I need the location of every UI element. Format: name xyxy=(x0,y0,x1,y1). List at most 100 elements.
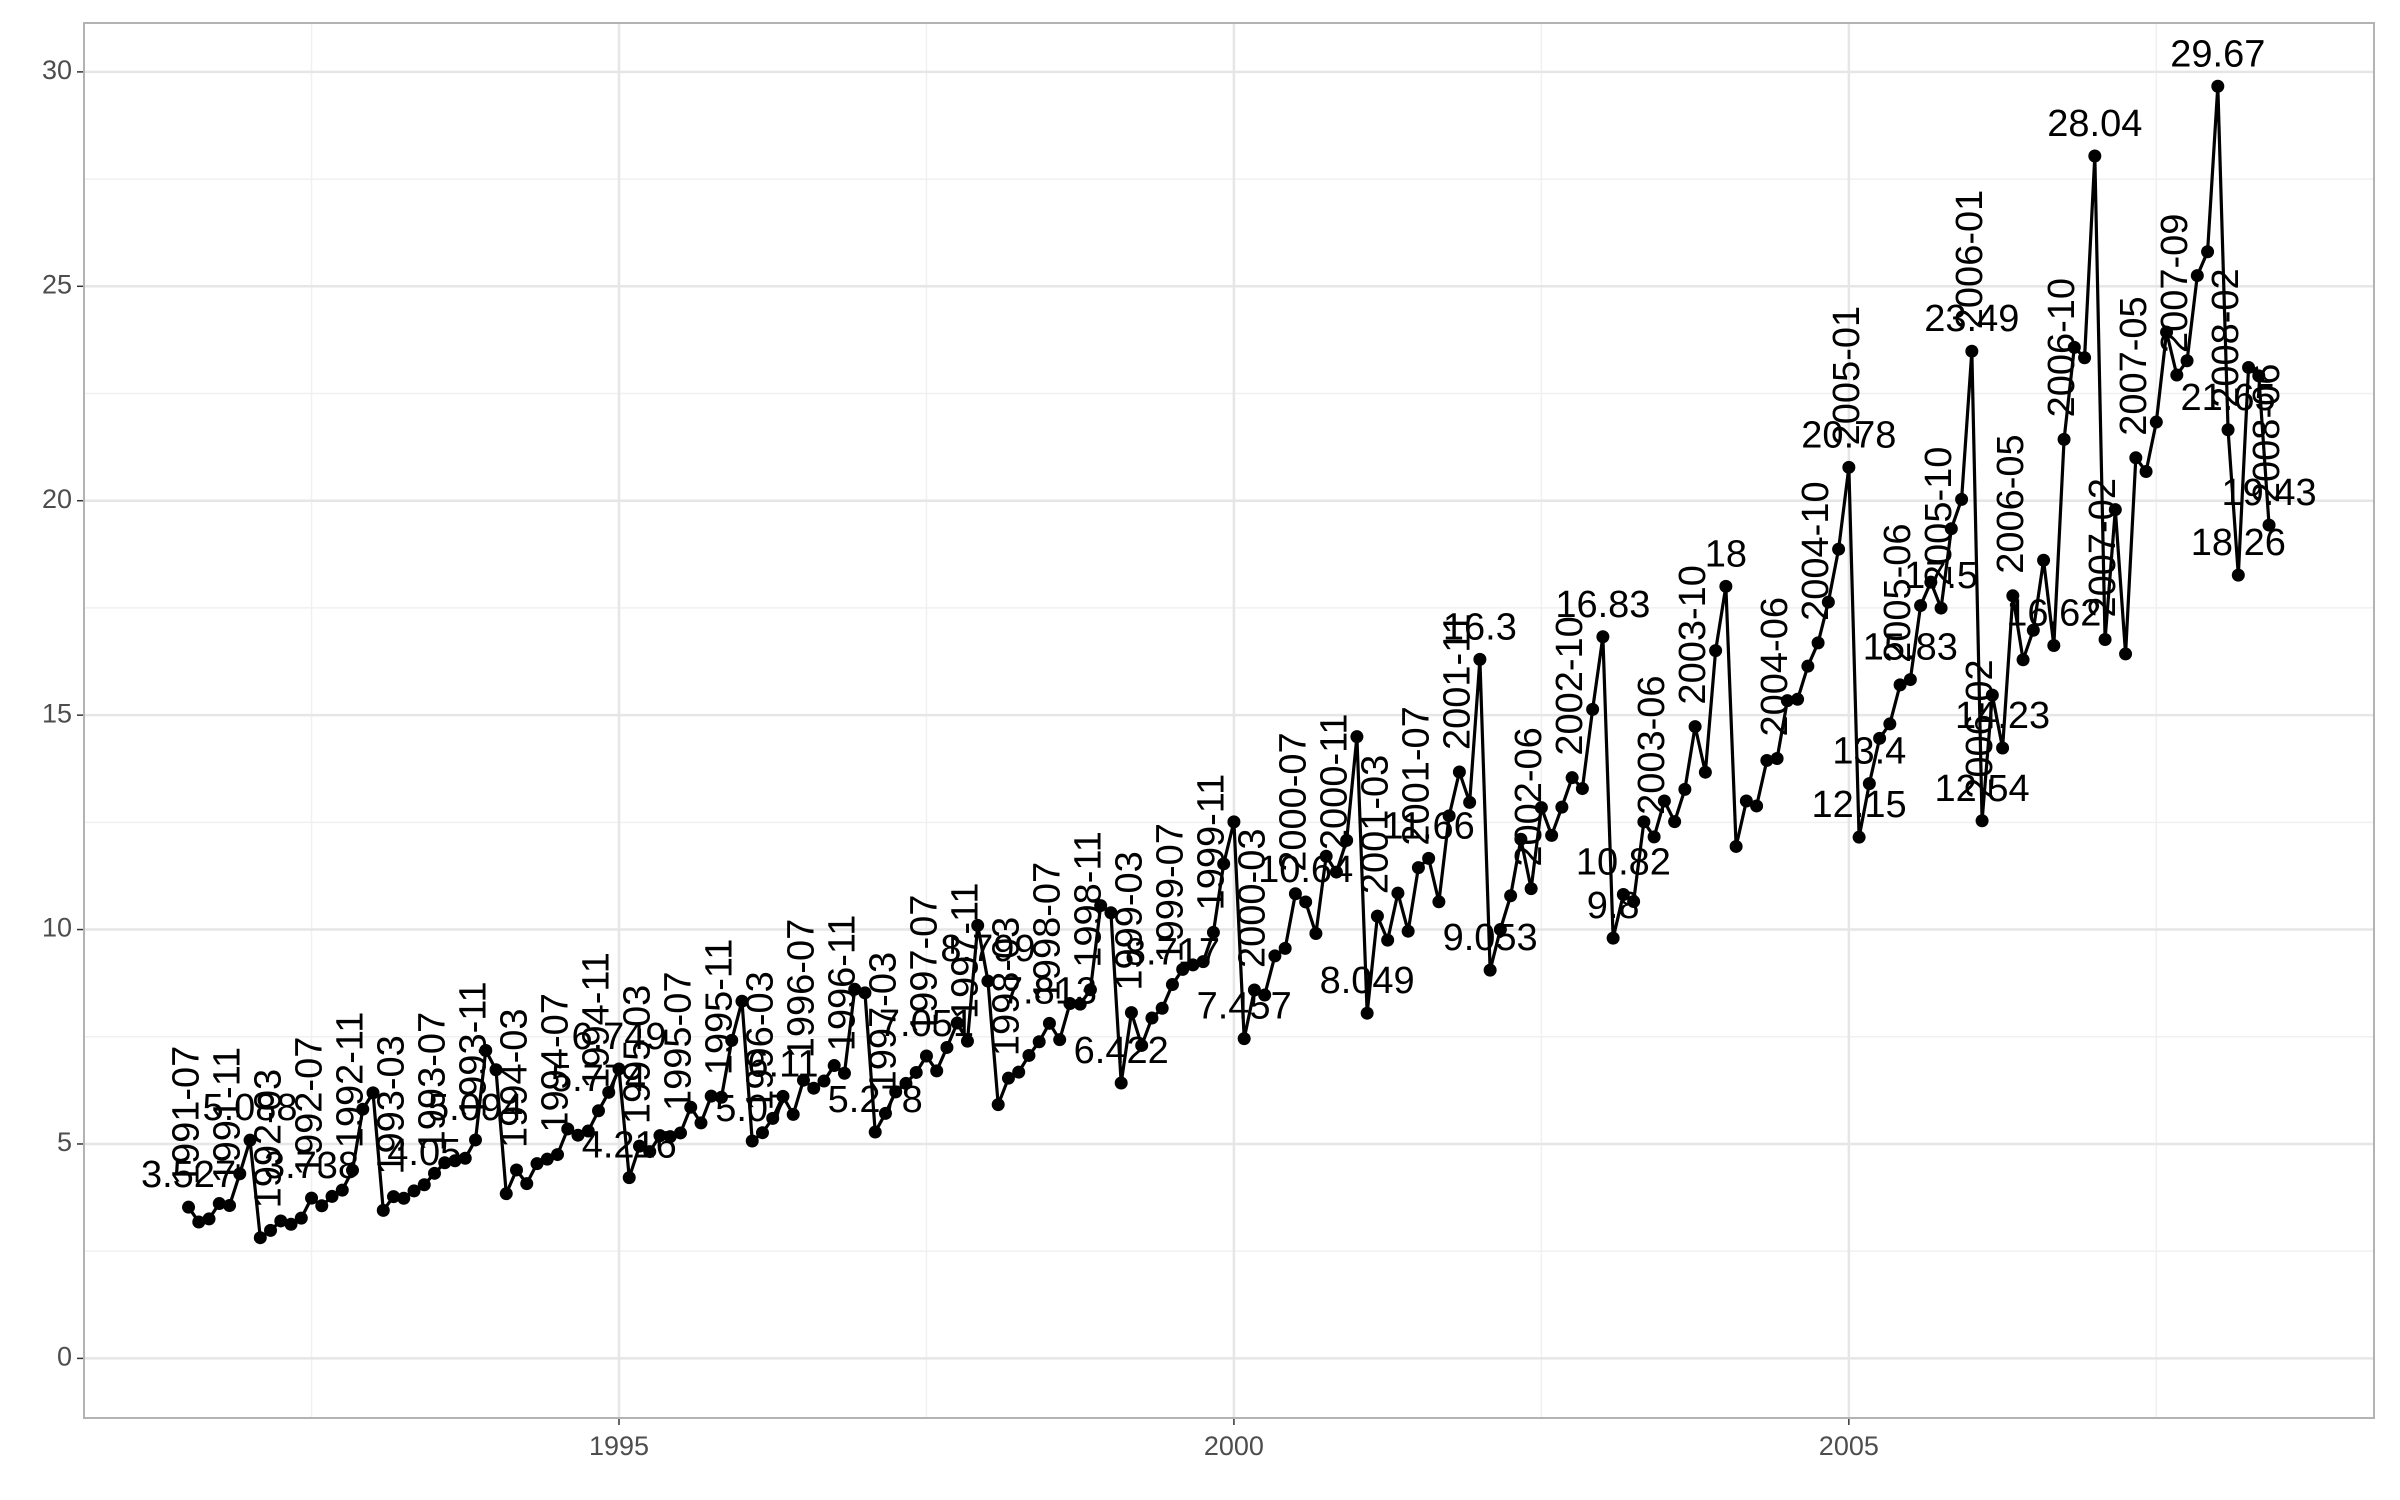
point xyxy=(1309,926,1323,940)
date-label: 1998-11 xyxy=(1067,831,1109,968)
value-label: 21.65 xyxy=(2181,377,2276,419)
point xyxy=(1821,595,1835,609)
point xyxy=(550,1148,564,1162)
value-label: 10.64 xyxy=(1258,849,1353,891)
point xyxy=(346,1163,360,1177)
point xyxy=(602,1085,616,1099)
value-label: 20.78 xyxy=(1801,414,1896,456)
value-label: 7.051 xyxy=(879,1003,974,1045)
point xyxy=(2047,639,2061,653)
value-label: 5.094 xyxy=(428,1087,523,1129)
point xyxy=(520,1177,534,1191)
point xyxy=(632,1139,646,1153)
point xyxy=(2088,149,2102,163)
value-label: 8.799 xyxy=(940,928,1035,970)
point xyxy=(1534,801,1548,815)
value-label: 7.813 xyxy=(1002,970,1097,1012)
point xyxy=(1698,765,1712,779)
point xyxy=(622,1171,636,1185)
date-label: 1992-07 xyxy=(289,1037,331,1176)
point xyxy=(755,1126,769,1140)
point xyxy=(1934,601,1948,615)
value-label: 3.527 xyxy=(141,1154,236,1196)
point xyxy=(1924,575,1938,589)
date-label: 2001-07 xyxy=(1395,706,1437,845)
point xyxy=(1883,717,1897,731)
point xyxy=(1893,678,1907,692)
point xyxy=(1042,1016,1056,1030)
date-label: 2008-06 xyxy=(2246,364,2288,503)
point xyxy=(981,974,995,988)
value-label: 6.749 xyxy=(571,1016,666,1058)
point xyxy=(1842,460,1856,474)
point xyxy=(2211,79,2225,93)
point xyxy=(1217,857,1231,871)
value-label: 9.053 xyxy=(1443,917,1538,959)
point xyxy=(1329,865,1343,879)
point xyxy=(315,1199,329,1213)
point xyxy=(1719,579,1733,593)
value-label: 10.82 xyxy=(1576,842,1671,884)
value-label: 23.49 xyxy=(1924,298,2019,340)
date-label: 1993-03 xyxy=(371,1035,413,1174)
point xyxy=(561,1122,575,1136)
point xyxy=(807,1081,821,1095)
point xyxy=(1063,997,1077,1011)
date-label: 2006-02 xyxy=(1959,659,2001,798)
point xyxy=(2129,451,2143,465)
point xyxy=(704,1089,718,1103)
value-label: 6.422 xyxy=(1074,1030,1169,1072)
point xyxy=(1524,882,1538,896)
point xyxy=(1227,815,1241,829)
date-label: 1992-11 xyxy=(330,1012,372,1149)
date-label: 1991-11 xyxy=(207,1047,249,1184)
point xyxy=(1391,886,1405,900)
point xyxy=(1186,958,1200,972)
date-label: 1994-03 xyxy=(494,1008,536,1147)
point xyxy=(796,1073,810,1087)
point xyxy=(428,1166,442,1180)
y-tick-label: 30 xyxy=(42,55,72,85)
point xyxy=(458,1151,472,1165)
point xyxy=(223,1198,237,1212)
value-label: 7.457 xyxy=(1197,986,1292,1028)
point xyxy=(1483,963,1497,977)
date-label: 1995-03 xyxy=(617,985,659,1124)
point xyxy=(305,1191,319,1205)
point xyxy=(940,1040,954,1054)
date-label: 2002-10 xyxy=(1549,616,1591,755)
point xyxy=(930,1064,944,1078)
point xyxy=(1729,839,1743,853)
point xyxy=(387,1190,401,1204)
x-tick-label: 2005 xyxy=(1819,1431,1879,1461)
value-label: 12.54 xyxy=(1935,768,2030,810)
point xyxy=(643,1145,657,1159)
point xyxy=(1852,830,1866,844)
value-label: 15.83 xyxy=(1863,627,1958,669)
date-label: 2007-09 xyxy=(2154,214,2196,353)
point xyxy=(2170,368,2184,382)
point xyxy=(1514,832,1528,846)
point xyxy=(1780,694,1794,708)
date-label: 2000-03 xyxy=(1231,829,1273,968)
point xyxy=(1022,1048,1036,1062)
point xyxy=(335,1183,349,1197)
point xyxy=(1760,753,1774,767)
point xyxy=(2006,589,2020,603)
value-label: 18 xyxy=(1705,533,1747,575)
value-label: 5.278 xyxy=(828,1079,923,1121)
date-label: 2004-10 xyxy=(1795,481,1837,620)
point xyxy=(1319,849,1333,863)
value-label: 6.11 xyxy=(747,1043,818,1085)
point xyxy=(2037,553,2051,567)
date-label: 1997-11 xyxy=(944,882,986,1019)
point xyxy=(2231,568,2245,582)
point xyxy=(591,1104,605,1118)
point xyxy=(971,918,985,932)
point xyxy=(407,1184,421,1198)
value-label: 16.3 xyxy=(1443,606,1517,648)
point xyxy=(479,1043,493,1057)
value-label: 5.774 xyxy=(551,1058,646,1100)
point xyxy=(356,1102,370,1116)
point xyxy=(1965,344,1979,358)
